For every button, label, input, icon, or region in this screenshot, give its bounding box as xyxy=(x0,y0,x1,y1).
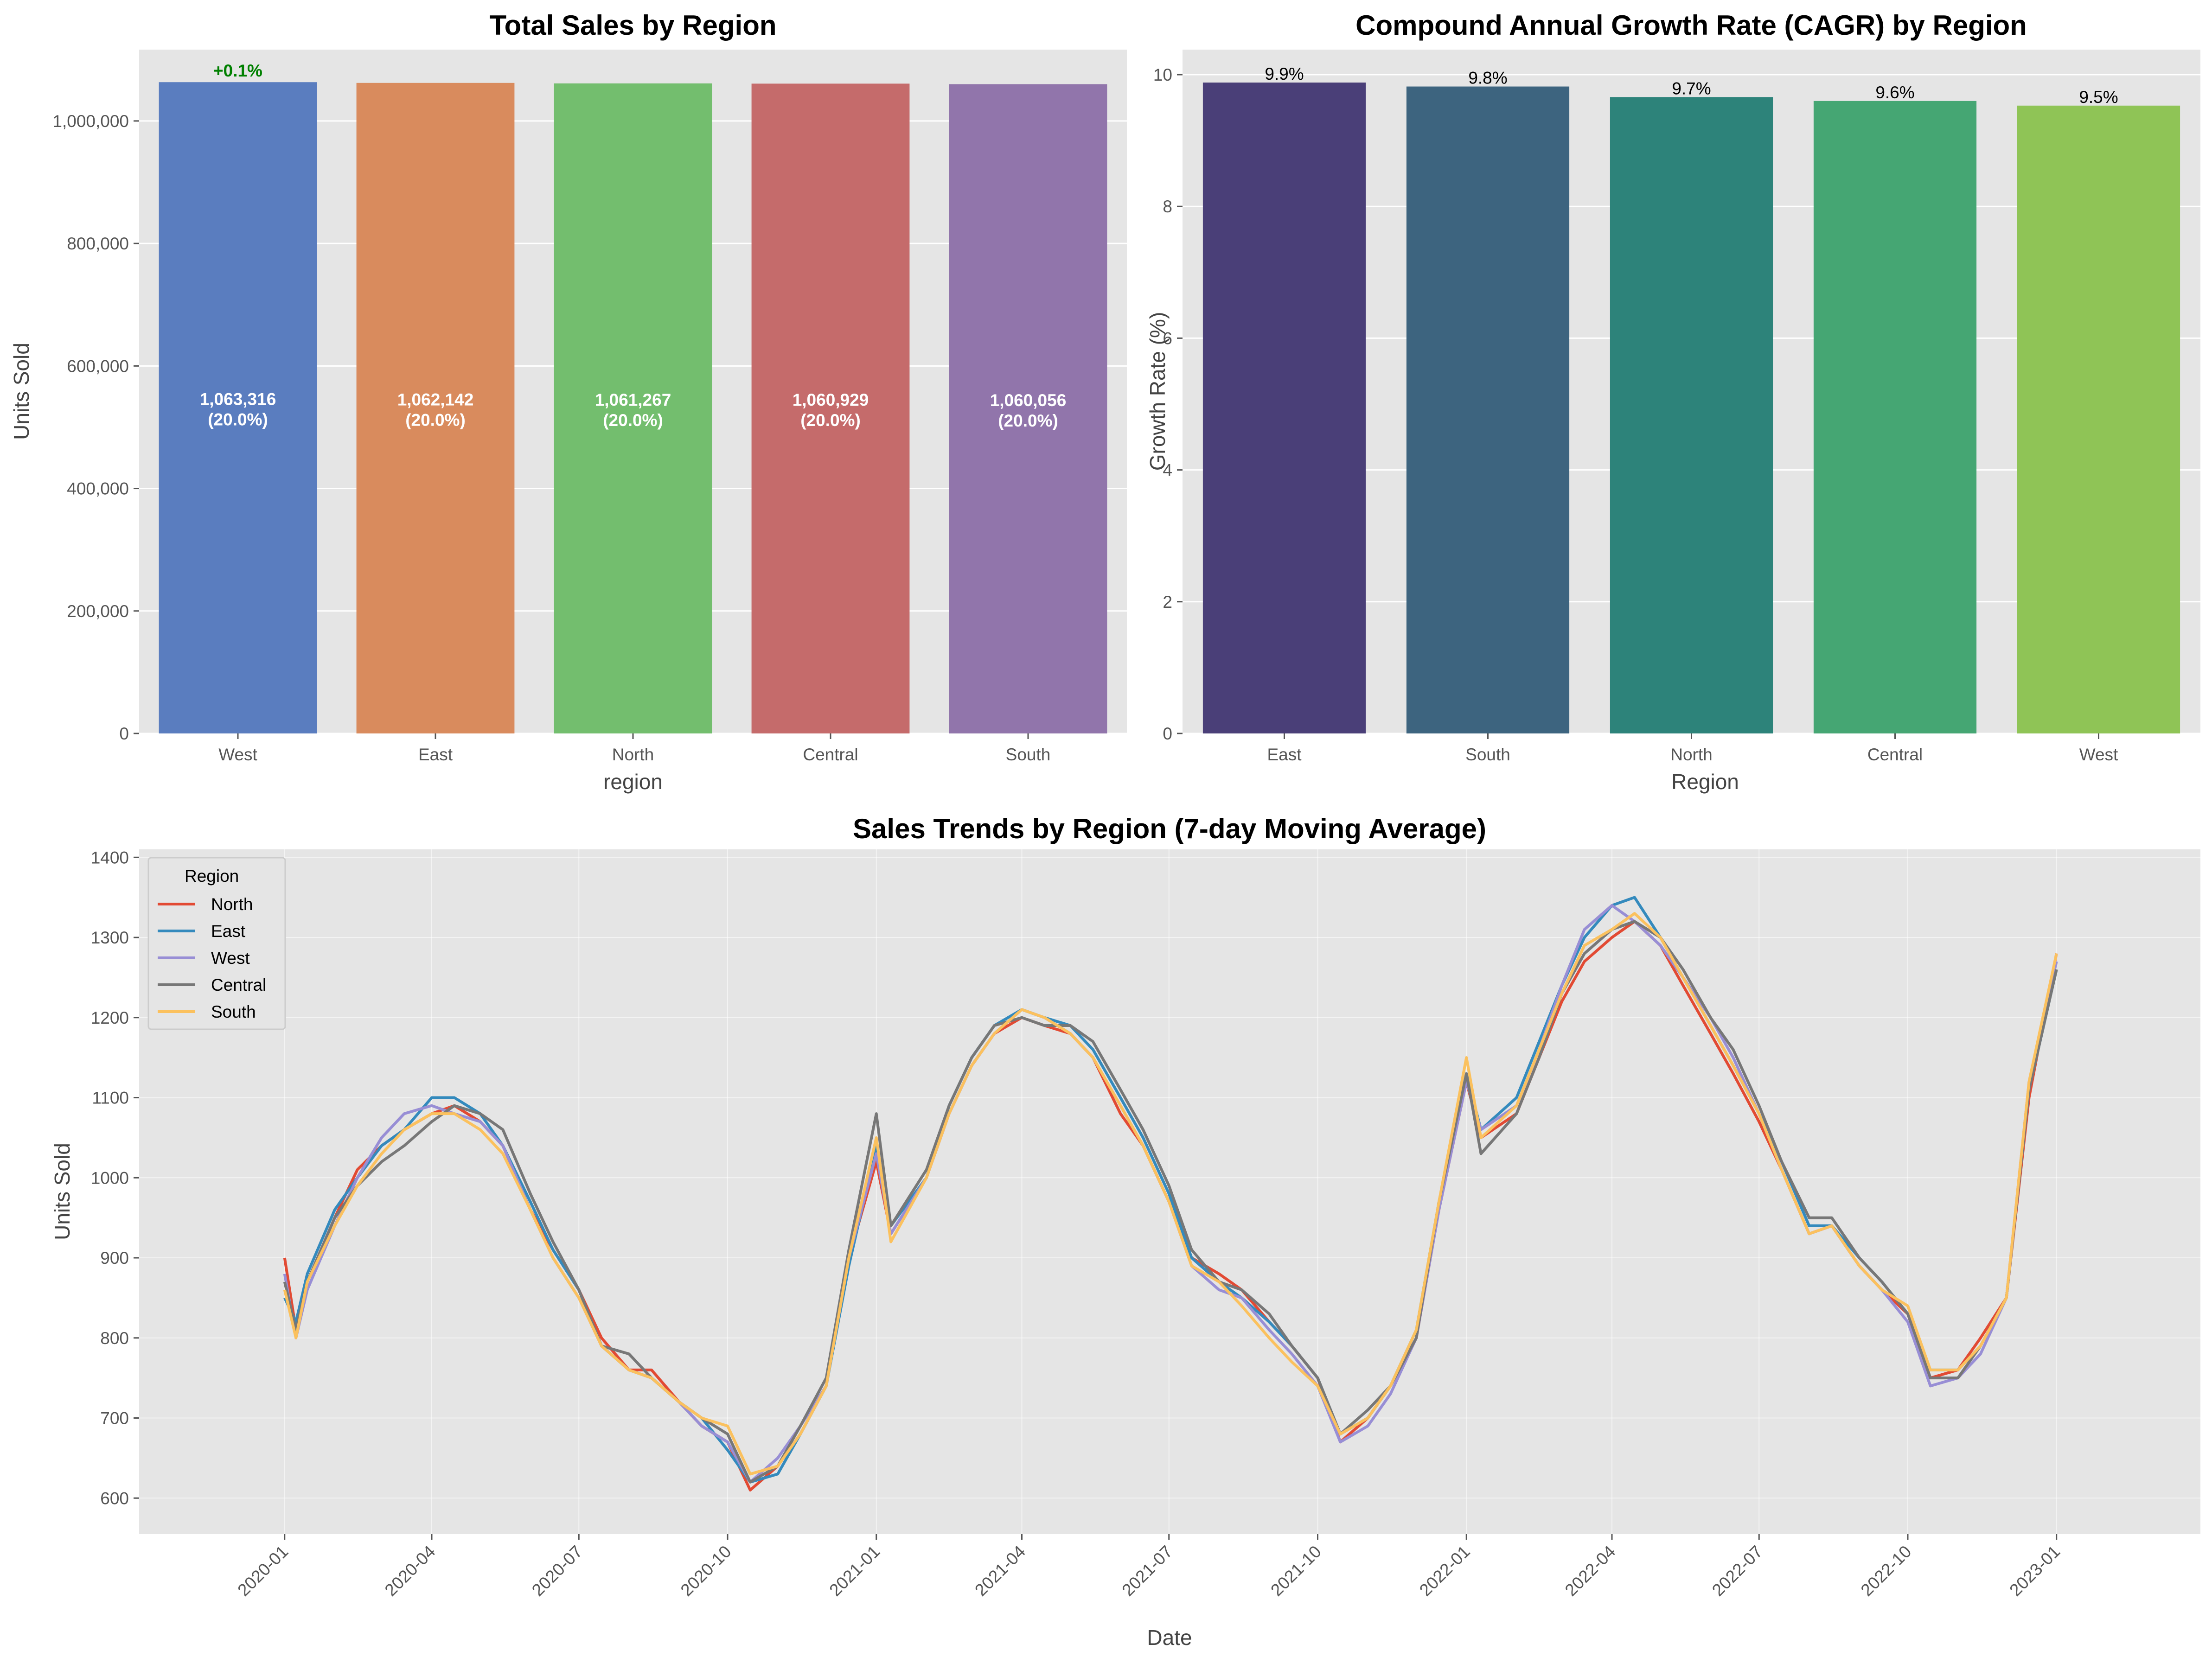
legend-items: North East West Central South xyxy=(158,895,266,1021)
total-sales-chart: 1,063,316(20.0%)+0.1%1,062,142(20.0%)1,0… xyxy=(9,10,1127,794)
c2-value-label: 9.9% xyxy=(1265,64,1304,83)
total-sales-title: Total Sales by Region xyxy=(489,10,776,41)
c1-growth-annotation: +0.1% xyxy=(213,61,262,80)
c2-x-tick-label: West xyxy=(2079,745,2118,764)
cagr-chart: 9.9% 9.8% 9.7% 9.6% 9.5% 0 2 4 6 8 10 East South No… xyxy=(1145,10,2200,794)
c2-value-label: 9.5% xyxy=(2079,88,2118,107)
c1-x-tick-label: North xyxy=(612,745,654,764)
c1-value-label: 1,062,142 xyxy=(397,390,474,409)
c1-value-label: 1,063,316 xyxy=(200,390,276,409)
total-sales-bar-labels: 1,063,316(20.0%)+0.1%1,062,142(20.0%)1,0… xyxy=(200,61,1067,430)
c1-y-tick-label: 0 xyxy=(119,724,129,743)
total-sales-bars xyxy=(159,82,1107,734)
c1-bar-central xyxy=(751,83,910,733)
legend-box xyxy=(147,857,286,1030)
legend-label-west: West xyxy=(211,949,250,968)
c2-y-tick-label: 2 xyxy=(1163,593,1172,612)
cagr-bars xyxy=(1202,83,2180,734)
c2-x-tick-label: East xyxy=(1267,745,1302,764)
c3-y-tick-label: 800 xyxy=(100,1329,129,1348)
c2-value-label: 9.8% xyxy=(1468,69,1507,88)
c2-x-tick-label: South xyxy=(1465,745,1510,764)
c2-value-label: 9.7% xyxy=(1672,79,1711,98)
legend-label-north: North xyxy=(211,895,253,914)
c1-y-tick-label: 400,000 xyxy=(67,479,129,498)
c1-y-tick-label: 600,000 xyxy=(67,357,129,376)
legend-label-central: Central xyxy=(211,975,266,994)
total-sales-y-ticks: 0 200,000 400,000 600,000 800,000 1,000,000 xyxy=(52,112,139,743)
c1-x-tick-label: South xyxy=(1006,745,1051,764)
c3-y-tick-label: 1200 xyxy=(91,1008,129,1027)
c1-x-tick-label: East xyxy=(418,745,453,764)
legend-title: Region xyxy=(185,867,239,886)
c1-bar-east xyxy=(356,83,515,734)
c1-value-label: 1,060,056 xyxy=(990,391,1067,410)
c1-x-tick-label: West xyxy=(218,745,257,764)
cagr-bar-labels: 9.9% 9.8% 9.7% 9.6% 9.5% xyxy=(1265,64,2118,107)
c1-y-tick-label: 800,000 xyxy=(67,234,129,253)
c1-y-tick-label: 200,000 xyxy=(67,602,129,621)
c1-share-label: (20.0%) xyxy=(800,411,861,430)
c2-bar-south xyxy=(1406,86,1570,733)
sales-trends-title: Sales Trends by Region (7-day Moving Ave… xyxy=(853,813,1486,844)
c1-bar-west xyxy=(159,82,317,734)
c1-bar-south xyxy=(949,84,1107,734)
c2-bar-central xyxy=(1813,101,1977,734)
total-sales-x-ticks: West East North Central South xyxy=(218,733,1050,764)
c2-y-tick-label: 4 xyxy=(1163,461,1172,480)
c3-y-tick-label: 1000 xyxy=(91,1168,129,1187)
cagr-x-ticks: East South North Central West xyxy=(1267,733,2118,764)
cagr-x-axis-label: Region xyxy=(1671,770,1739,794)
c2-y-tick-label: 6 xyxy=(1163,329,1172,348)
series-line-south xyxy=(283,912,2058,1476)
sales-trends-lines xyxy=(283,896,2058,1491)
c2-x-tick-label: North xyxy=(1670,745,1712,764)
sales-trends-x-axis-label: Date xyxy=(1147,1625,1192,1650)
c1-share-label: (20.0%) xyxy=(208,410,268,429)
c3-y-tick-label: 1400 xyxy=(91,848,129,867)
sales-trends-legend: Region North East West Central South xyxy=(147,857,286,1030)
total-sales-y-axis-label: Units Sold xyxy=(9,343,33,440)
c2-x-tick-label: Central xyxy=(1867,745,1923,764)
c2-y-tick-label: 10 xyxy=(1153,65,1172,84)
c3-y-tick-label: 600 xyxy=(100,1489,129,1508)
c2-bar-east xyxy=(1202,83,1366,734)
c1-value-label: 1,060,929 xyxy=(793,390,869,409)
c2-y-tick-label: 0 xyxy=(1163,724,1172,743)
c1-y-tick-label: 1,000,000 xyxy=(52,112,129,131)
legend-label-east: East xyxy=(211,922,246,941)
c1-share-label: (20.0%) xyxy=(405,410,466,429)
sales-trends-y-ticks: 600 700 800 900 1000 1100 1200 1300 1400 xyxy=(91,848,139,1508)
c2-y-tick-label: 8 xyxy=(1163,197,1172,216)
legend-label-south: South xyxy=(211,1002,256,1021)
c1-share-label: (20.0%) xyxy=(603,411,663,430)
sales-trends-gridlines xyxy=(139,849,2200,1534)
cagr-title: Compound Annual Growth Rate (CAGR) by Re… xyxy=(1355,10,2027,41)
c1-share-label: (20.0%) xyxy=(998,411,1058,430)
c3-y-tick-label: 1300 xyxy=(91,928,129,947)
c1-bar-north xyxy=(554,83,712,733)
cagr-y-axis-label: Growth Rate (%) xyxy=(1145,312,1170,471)
sales-trends-y-axis-label: Units Sold xyxy=(50,1143,74,1240)
c1-x-tick-label: Central xyxy=(803,745,858,764)
total-sales-x-axis-label: region xyxy=(603,770,663,794)
c2-bar-west xyxy=(2017,105,2180,733)
c2-value-label: 9.6% xyxy=(1875,83,1914,102)
c2-bar-north xyxy=(1610,97,1773,733)
c3-y-tick-label: 1100 xyxy=(92,1089,129,1108)
c3-y-tick-label: 900 xyxy=(100,1249,129,1268)
series-line-central xyxy=(283,920,2058,1484)
c3-y-tick-label: 700 xyxy=(100,1409,129,1428)
cagr-y-ticks: 0 2 4 6 8 10 xyxy=(1153,65,1183,743)
c1-value-label: 1,061,267 xyxy=(595,390,671,409)
